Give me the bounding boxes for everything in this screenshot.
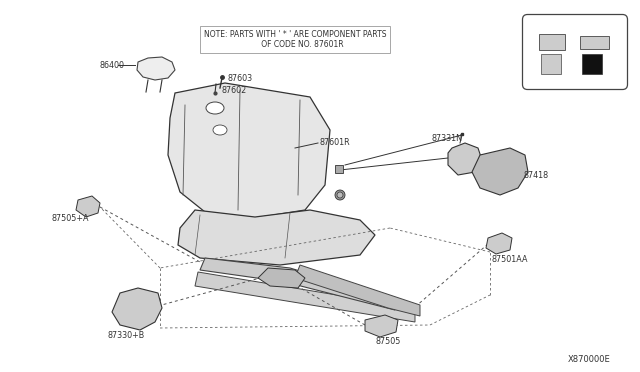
Polygon shape [365,315,398,337]
Polygon shape [112,288,162,330]
Text: 87331N: 87331N [432,134,463,142]
Polygon shape [448,143,482,175]
Polygon shape [486,233,512,254]
Polygon shape [582,54,602,74]
Ellipse shape [337,192,343,198]
Polygon shape [200,258,395,310]
Polygon shape [295,265,420,316]
FancyBboxPatch shape [522,15,627,90]
Text: 87418: 87418 [524,170,549,180]
Polygon shape [168,83,330,218]
Polygon shape [76,196,100,217]
Polygon shape [539,34,565,50]
Ellipse shape [206,102,224,114]
Bar [335,165,343,173]
Ellipse shape [213,125,227,135]
Text: 87501AA: 87501AA [492,256,529,264]
Polygon shape [195,272,415,322]
Text: 87505+A: 87505+A [52,214,90,222]
Text: 86400: 86400 [100,61,125,70]
Ellipse shape [335,190,345,200]
Text: 87505: 87505 [375,337,401,346]
Polygon shape [472,148,528,195]
Text: 87601R: 87601R [320,138,351,147]
Text: X870000E: X870000E [567,356,610,365]
Polygon shape [137,57,175,80]
Polygon shape [580,36,609,49]
Text: 87603: 87603 [228,74,253,83]
Text: 87602: 87602 [222,86,247,94]
Polygon shape [178,210,375,265]
Text: 87330+B: 87330+B [108,330,145,340]
Polygon shape [541,54,561,74]
Polygon shape [258,268,305,288]
Text: NOTE: PARTS WITH ' * ' ARE COMPONENT PARTS
      OF CODE NO. 87601R: NOTE: PARTS WITH ' * ' ARE COMPONENT PAR… [204,30,387,49]
